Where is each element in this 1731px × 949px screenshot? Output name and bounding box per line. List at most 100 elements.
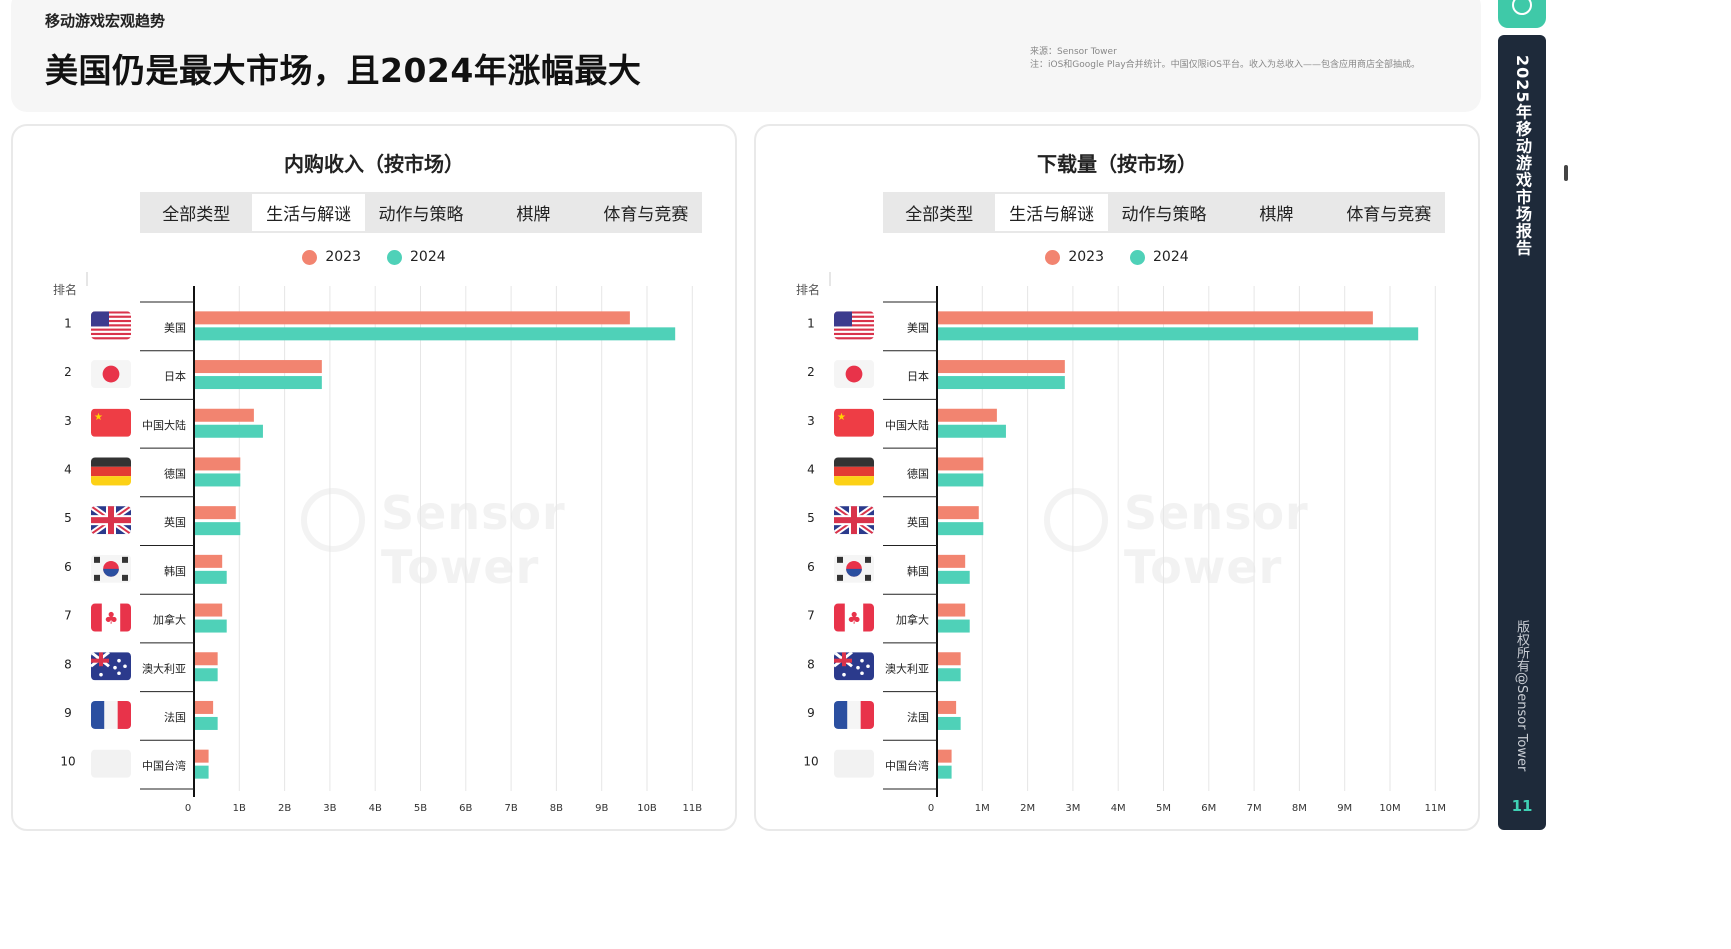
x-tick-label: 1B	[233, 803, 246, 814]
x-tick-label: 11B	[683, 803, 703, 814]
china-flag: ★	[91, 408, 131, 437]
x-tick-label: 6B	[459, 803, 472, 814]
bar-2023[interactable]	[195, 700, 214, 714]
x-tick-label: 4B	[369, 803, 382, 814]
bar-2023[interactable]	[938, 554, 966, 568]
country-label: 英国	[907, 515, 929, 529]
tab-3[interactable]: 棋牌	[1259, 205, 1294, 225]
bar-2024[interactable]	[195, 522, 241, 536]
bar-2023[interactable]	[195, 506, 236, 520]
country-label: 韩国	[907, 564, 929, 578]
svg-text:★: ★	[94, 412, 103, 423]
rank-number: 5	[64, 511, 72, 525]
legend-label: 2024	[1153, 249, 1189, 265]
tab-2[interactable]: 动作与策略	[1121, 205, 1207, 225]
bar-2024[interactable]	[938, 522, 984, 536]
rank-number: 2	[64, 365, 72, 379]
rank-number: 4	[807, 462, 815, 476]
bar-2024[interactable]	[195, 716, 218, 730]
tab-3[interactable]: 棋牌	[516, 205, 551, 225]
bar-2023[interactable]	[938, 652, 961, 666]
bar-2024[interactable]	[938, 376, 1065, 390]
x-tick-label: 0	[185, 803, 191, 814]
bar-2024[interactable]	[938, 473, 984, 487]
rank-number: 9	[64, 706, 72, 720]
tab-2[interactable]: 动作与策略	[378, 205, 464, 225]
bar-2024[interactable]	[938, 668, 961, 682]
tab-4[interactable]: 体育与竞赛	[1346, 205, 1432, 225]
rank-number: 3	[64, 414, 72, 428]
tab-0[interactable]: 全部类型	[905, 205, 974, 225]
bar-2024[interactable]	[938, 570, 970, 584]
bar-2023[interactable]	[195, 408, 254, 422]
bar-2024[interactable]	[938, 716, 961, 730]
bar-2023[interactable]	[195, 360, 322, 374]
bar-2023[interactable]	[195, 652, 218, 666]
logo-badge	[1498, 0, 1546, 28]
bar-2024[interactable]	[195, 376, 322, 390]
bar-2023[interactable]	[938, 311, 1373, 325]
bar-2024[interactable]	[938, 424, 1006, 438]
bar-2024[interactable]	[195, 570, 227, 584]
bar-2024[interactable]	[938, 327, 1419, 341]
tab-1[interactable]: 生活与解谜	[252, 194, 365, 231]
x-tick-label: 1M	[975, 803, 990, 814]
bar-2024[interactable]	[195, 327, 676, 341]
legend-item-2023[interactable]: 2023	[302, 249, 361, 265]
legend-item-2024[interactable]: 2024	[1130, 249, 1189, 265]
flag-icon	[91, 506, 131, 535]
flag-icon	[834, 652, 874, 681]
legend-dot	[387, 249, 402, 265]
us-flag	[91, 311, 131, 340]
flag-icon	[91, 749, 131, 778]
bar-2024[interactable]	[195, 424, 263, 438]
bar-2023[interactable]	[195, 554, 223, 568]
rank-number: 4	[64, 462, 72, 476]
svg-text:♣: ♣	[847, 609, 861, 628]
bar-2023[interactable]	[195, 457, 241, 471]
x-tick-label: 7B	[504, 803, 517, 814]
bar-2023[interactable]	[195, 749, 209, 763]
bar-2024[interactable]	[195, 619, 227, 633]
bar-2024[interactable]	[195, 668, 218, 682]
bar-2024[interactable]	[938, 619, 970, 633]
rank-number: 6	[64, 560, 72, 574]
blank-flag	[91, 749, 131, 778]
legend-item-2023[interactable]: 2023	[1045, 249, 1104, 265]
scroll-handle[interactable]	[1564, 165, 1568, 181]
rank-number: 5	[807, 511, 815, 525]
tab-1[interactable]: 生活与解谜	[995, 194, 1108, 231]
x-tick-label: 7M	[1247, 803, 1262, 814]
flag-icon	[91, 554, 131, 583]
bar-2023[interactable]	[938, 603, 966, 617]
bar-2023[interactable]	[938, 700, 957, 714]
bar-chart: 0 1B 2B 3B 4B 5B 6B 7B 8B 9B 10B 11B 1 美国 2 日本 3 ★ 中国大陆 4 德国…	[60, 272, 703, 814]
x-tick-label: 10M	[1379, 803, 1400, 814]
us-flag	[834, 311, 874, 340]
bar-2023[interactable]	[938, 360, 1065, 374]
bar-2024[interactable]	[195, 765, 209, 779]
bar-2024[interactable]	[195, 473, 241, 487]
tab-4[interactable]: 体育与竞赛	[603, 205, 689, 225]
flag-icon	[834, 700, 874, 729]
country-label: 加拿大	[896, 613, 929, 627]
country-label: 日本	[907, 369, 929, 383]
x-tick-label: 9B	[595, 803, 608, 814]
x-tick-label: 0	[928, 803, 934, 814]
country-label: 加拿大	[153, 613, 186, 627]
bar-2023[interactable]	[195, 603, 223, 617]
bar-2023[interactable]	[938, 506, 979, 520]
bar-2023[interactable]	[195, 311, 630, 325]
section-label: 移动游戏宏观趋势	[45, 12, 166, 30]
legend-item-2024[interactable]: 2024	[387, 249, 446, 265]
x-tick-label: 2B	[278, 803, 291, 814]
bar-2023[interactable]	[938, 457, 984, 471]
legend-dot	[1045, 249, 1061, 265]
bar-2024[interactable]	[938, 765, 952, 779]
tab-0[interactable]: 全部类型	[162, 205, 231, 225]
bar-2023[interactable]	[938, 408, 997, 422]
report-title: 2025年移动游戏市场报告	[1513, 55, 1532, 257]
legend-label: 2023	[1068, 249, 1104, 265]
source-note: 来源：Sensor Tower 注：iOS和Google Play合并统计。中国…	[1030, 46, 1420, 72]
bar-2023[interactable]	[938, 749, 952, 763]
